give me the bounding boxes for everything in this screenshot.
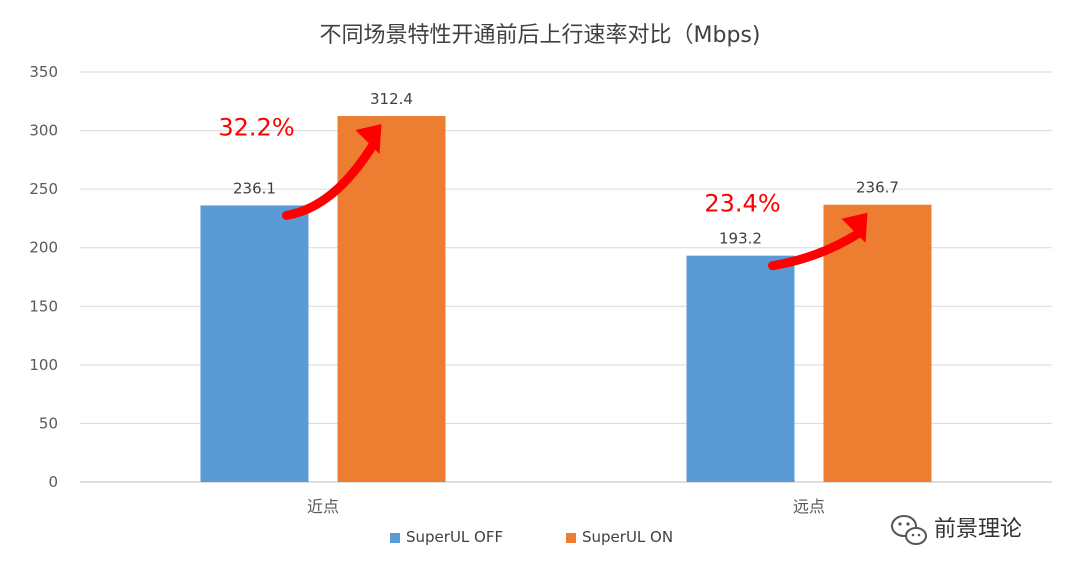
bar bbox=[686, 255, 795, 482]
y-tick-label: 100 bbox=[29, 356, 58, 374]
category-label: 近点 bbox=[307, 497, 339, 516]
growth-arrow-shaft bbox=[768, 228, 864, 271]
legend-swatch bbox=[566, 533, 576, 543]
legend-label: SuperUL ON bbox=[582, 528, 673, 546]
category-label: 远点 bbox=[793, 497, 825, 516]
data-labels: 236.1 312.4 193.2 236.7 bbox=[233, 90, 899, 248]
legend: SuperUL OFF SuperUL ON bbox=[390, 528, 673, 546]
wechat-icon bbox=[891, 515, 927, 545]
y-tick-label: 250 bbox=[29, 180, 58, 198]
y-tick-label: 200 bbox=[29, 239, 58, 257]
y-tick-label: 350 bbox=[29, 63, 58, 81]
percentage-annotation: 23.4% bbox=[704, 190, 780, 218]
bar bbox=[200, 205, 309, 482]
bar bbox=[823, 204, 932, 483]
y-tick-label: 0 bbox=[48, 473, 58, 491]
chart-title: 不同场景特性开通前后上行速率对比（Mbps) bbox=[320, 23, 761, 48]
data-label: 193.2 bbox=[719, 230, 762, 248]
y-tick-label: 50 bbox=[39, 414, 58, 432]
bar bbox=[337, 116, 446, 482]
x-axis-category-labels: 近点 远点 bbox=[307, 497, 825, 516]
data-label: 236.1 bbox=[233, 179, 276, 197]
y-tick-label: 150 bbox=[29, 297, 58, 315]
growth-arrow-head bbox=[355, 124, 382, 155]
growth-arrows: 32.2% 23.4% bbox=[218, 113, 868, 271]
y-axis-tick-labels: 0 50 100 150 200 250 300 350 bbox=[29, 63, 58, 491]
legend-label: SuperUL OFF bbox=[406, 528, 503, 546]
watermark-text: 前景理论 bbox=[934, 517, 1022, 542]
growth-arrow-head bbox=[841, 212, 868, 243]
y-tick-label: 300 bbox=[29, 122, 58, 140]
data-label: 312.4 bbox=[370, 90, 413, 108]
bars bbox=[200, 116, 932, 483]
watermark: 前景理论 bbox=[891, 515, 1022, 545]
data-label: 236.7 bbox=[856, 179, 899, 197]
percentage-annotation: 32.2% bbox=[218, 113, 294, 141]
legend-swatch bbox=[390, 533, 400, 543]
growth-arrow-shaft bbox=[282, 139, 378, 220]
